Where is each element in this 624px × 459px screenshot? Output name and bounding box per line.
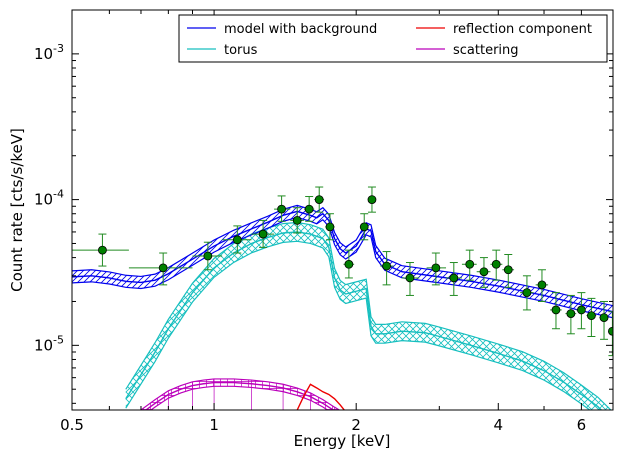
data-point-marker: [537, 280, 547, 290]
data-point: [586, 297, 597, 337]
legend-label-reflection: reflection component: [453, 22, 592, 37]
data-points: [72, 186, 613, 357]
data-point: [303, 196, 315, 222]
data-point-marker: [232, 235, 242, 245]
data-point: [490, 249, 503, 281]
y-axis-label: Count rate [cts/s/keV]: [8, 128, 26, 292]
data-point: [520, 275, 534, 311]
data-point-marker: [465, 259, 475, 269]
legend-label-torus: torus: [224, 43, 258, 58]
data-point: [222, 225, 252, 254]
scattering-band-upper: [140, 378, 341, 410]
plot-area: [72, 186, 613, 410]
data-point-marker: [479, 267, 489, 277]
torus-line: [125, 231, 603, 410]
data-point: [290, 207, 304, 234]
data-point-marker: [203, 251, 213, 261]
data-point-marker: [405, 273, 415, 283]
data-point-marker: [359, 222, 369, 232]
data-point-marker: [431, 263, 441, 273]
legend: model with background reflection compone…: [178, 14, 608, 63]
data-point: [343, 249, 355, 279]
data-point: [535, 269, 549, 302]
series-model: [72, 204, 613, 319]
legend-label-scattering: scattering: [453, 43, 519, 58]
data-point-marker: [551, 305, 561, 315]
data-point: [550, 292, 562, 330]
data-point-marker: [577, 305, 586, 315]
series-torus: [125, 221, 612, 410]
model-band-fill: [72, 205, 613, 318]
data-point-marker: [304, 204, 314, 214]
y-tick-label: 10-4: [34, 188, 64, 209]
legend-box: [178, 14, 608, 63]
data-point: [461, 249, 477, 281]
data-point: [314, 186, 325, 213]
data-point-marker: [98, 245, 107, 255]
data-point: [192, 241, 223, 271]
data-point-marker: [449, 273, 459, 283]
x-tick-label: 2: [351, 416, 361, 434]
data-point: [72, 233, 129, 267]
x-axis-label: Energy [keV]: [294, 432, 391, 450]
data-point-marker: [599, 313, 609, 323]
data-point-marker: [367, 195, 377, 205]
data-point-marker: [566, 309, 576, 319]
data-point-marker: [608, 326, 613, 336]
data-point: [446, 262, 462, 296]
data-point: [359, 213, 369, 241]
data-point: [426, 252, 447, 286]
x-tick-label: 1: [209, 416, 219, 434]
data-point: [576, 292, 586, 330]
torus-band-upper: [125, 221, 612, 410]
data-point: [476, 257, 491, 288]
data-point: [401, 262, 420, 296]
data-point-marker: [522, 288, 532, 298]
scattering-band-lower: [150, 385, 329, 410]
data-point: [380, 251, 394, 286]
data-point-marker: [382, 261, 392, 271]
x-tick-label: 0.5: [60, 416, 84, 434]
y-tick-label: 10-3: [34, 42, 64, 63]
data-point-marker: [314, 195, 324, 205]
scattering-band-fill: [140, 378, 340, 410]
x-tick-label: 4: [494, 416, 504, 434]
data-point: [325, 213, 335, 241]
data-point-marker: [587, 311, 596, 320]
data-point-marker: [344, 259, 354, 269]
data-point-marker: [258, 229, 268, 239]
torus-band-lower: [125, 240, 591, 410]
y-tick-label: 10-5: [34, 333, 64, 354]
data-point: [251, 219, 275, 248]
data-point: [565, 294, 577, 335]
axis-ticks: 0.5 1 2 4 6 10-5 10-4 10-3: [34, 9, 614, 434]
data-point-marker: [503, 265, 513, 275]
data-point-marker: [292, 215, 302, 225]
data-point-marker: [491, 259, 501, 269]
data-point: [502, 254, 515, 288]
model-band-lower: [72, 216, 613, 319]
data-point-marker: [325, 222, 335, 232]
data-point: [599, 300, 609, 340]
data-point: [367, 186, 377, 213]
scattering-line: [144, 381, 335, 410]
model-band-upper: [72, 204, 613, 307]
data-point: [128, 252, 193, 286]
legend-label-model: model with background: [224, 22, 377, 37]
model-line: [72, 210, 613, 313]
data-point: [608, 311, 613, 357]
data-point: [274, 195, 291, 222]
reflection-line: [296, 383, 346, 410]
x-tick-label: 6: [577, 416, 587, 434]
data-point-marker: [158, 263, 168, 273]
series-scattering: [140, 378, 341, 410]
axes-frame: [71, 9, 614, 411]
series-reflection: [296, 383, 346, 410]
data-point-marker: [277, 204, 287, 214]
